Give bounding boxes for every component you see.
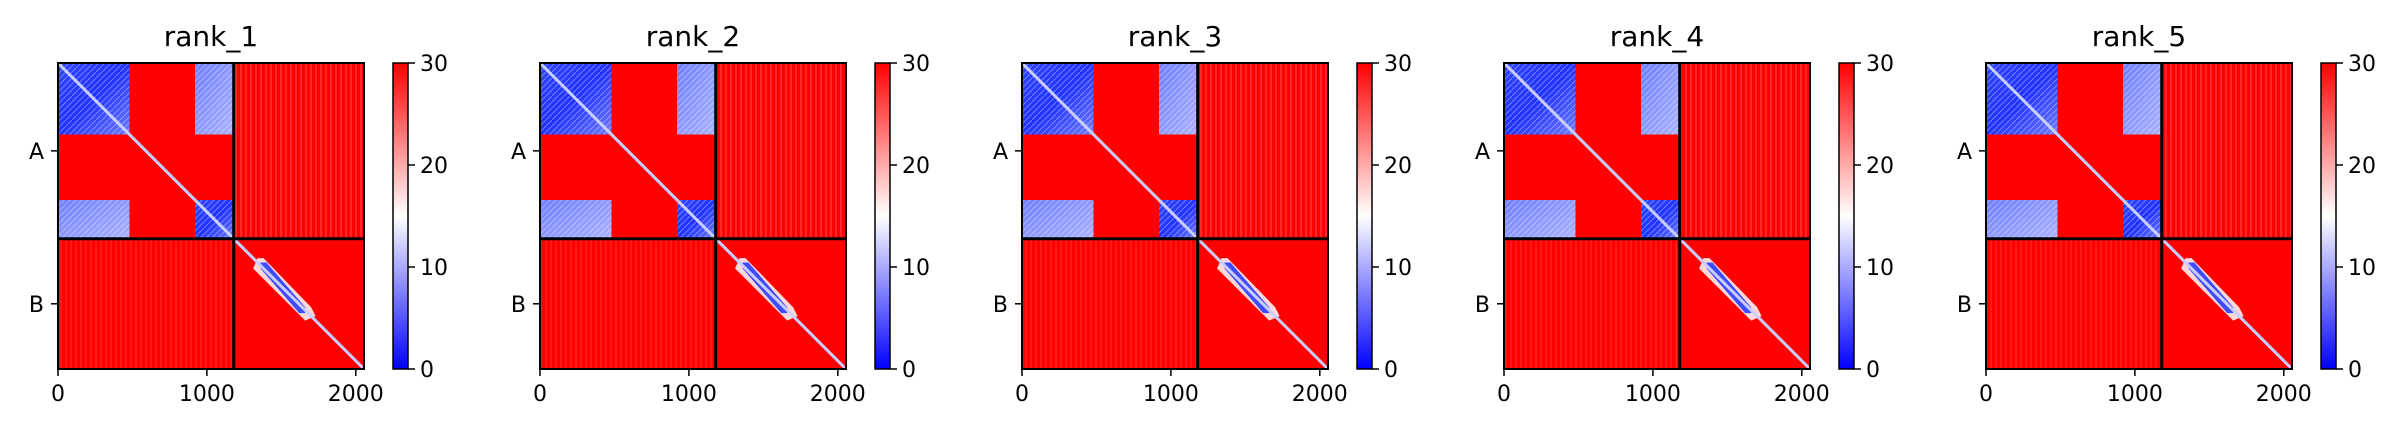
x-tick-label: 2000	[1774, 382, 1830, 407]
x-tick-label: 2000	[1292, 382, 1348, 407]
panel-title: rank_3	[1128, 20, 1222, 53]
colorbar-tick-label: 10	[420, 256, 448, 281]
panel-3: rank_3 0 1000 2000 A B 0 10 20 30	[993, 20, 1412, 407]
x-tick-label: 1000	[661, 382, 717, 407]
y-tick-label-b: B	[1475, 293, 1490, 318]
colorbar-tick-label: 0	[2348, 358, 2362, 383]
colorbar-tick-label: 30	[2348, 52, 2376, 77]
heatmap-ba-texture	[540, 238, 716, 369]
colorbar-tick-label: 10	[902, 256, 930, 281]
x-tick-label: 1000	[1143, 382, 1199, 407]
y-tick-label-b: B	[511, 293, 526, 318]
colorbar-tick-label: 20	[1384, 154, 1412, 179]
colorbar	[1839, 63, 1854, 369]
colorbar-tick-label: 20	[1866, 154, 1894, 179]
panel-4: rank_4 0 1000 2000 A B 0 10 20 30	[1475, 20, 1894, 407]
axes-frame	[1985, 62, 2293, 370]
x-tick-label: 0	[533, 382, 547, 407]
x-tick-label: 2000	[2256, 382, 2312, 407]
panel-title: rank_2	[646, 20, 740, 53]
axes-frame	[1021, 62, 1329, 370]
x-tick-label: 0	[1979, 382, 1993, 407]
x-tick-label: 2000	[328, 382, 384, 407]
heatmap-ba-texture	[1986, 238, 2162, 369]
x-tick-label: 0	[1015, 382, 1029, 407]
colorbar	[875, 63, 890, 369]
colorbar-frame	[1838, 62, 1855, 370]
y-tick-label-a: A	[29, 140, 44, 165]
x-tick-label: 1000	[2107, 382, 2163, 407]
colorbar-tick-label: 0	[1866, 358, 1880, 383]
heatmap-block-a21-texture	[1158, 63, 1198, 135]
colorbar-tick-label: 30	[1384, 52, 1412, 77]
panel-title: rank_5	[2092, 20, 2186, 53]
heatmap-block-a12-texture	[58, 199, 130, 239]
y-tick-label-b: B	[29, 293, 44, 318]
y-tick-label-b: B	[1957, 293, 1972, 318]
heatmap-ab-texture	[1197, 63, 1328, 239]
axes-frame	[539, 62, 847, 370]
colorbar-tick-label: 30	[902, 52, 930, 77]
colorbar-tick-label: 0	[902, 358, 916, 383]
heatmap-block-a21-texture	[676, 63, 716, 135]
heatmap-block-a12-texture	[540, 199, 612, 239]
colorbar-frame	[392, 62, 409, 370]
x-tick-label: 1000	[179, 382, 235, 407]
panel-title: rank_4	[1610, 20, 1704, 53]
x-tick-label: 1000	[1625, 382, 1681, 407]
colorbar-tick-label: 20	[420, 154, 448, 179]
heatmap-block-a21-texture	[2122, 63, 2162, 135]
heatmap-ab-texture	[2161, 63, 2292, 239]
heatmap-diagonal	[1502, 61, 1812, 371]
panel-5: rank_5 0 1000 2000 A B 0 10 20 30	[1957, 20, 2376, 407]
colorbar-tick-label: 10	[1866, 256, 1894, 281]
colorbar-tick-label: 10	[2348, 256, 2376, 281]
heatmap-block-a12-texture	[1986, 199, 2058, 239]
heatmap-diagonal	[1984, 61, 2294, 371]
colorbar-tick-label: 20	[2348, 154, 2376, 179]
y-tick-label-a: A	[1957, 140, 1972, 165]
colorbar-tick-label: 0	[420, 358, 434, 383]
heatmap-ba-texture	[1504, 238, 1680, 369]
heatmap-block-a21-texture	[194, 63, 234, 135]
colorbar-frame	[1356, 62, 1373, 370]
colorbar	[393, 63, 408, 369]
heatmap-ab-texture	[233, 63, 364, 239]
colorbar	[2321, 63, 2336, 369]
colorbar-tick-label: 20	[902, 154, 930, 179]
y-tick-label-b: B	[993, 293, 1008, 318]
colorbar-frame	[874, 62, 891, 370]
colorbar-frame	[2320, 62, 2337, 370]
panel-1: rank_1 0 1000 2000 A B 0 10 20 30	[29, 20, 448, 407]
panel-title: rank_1	[164, 20, 258, 53]
heatmap-diagonal	[1020, 61, 1330, 371]
heatmap-ba-texture	[58, 238, 234, 369]
axes-frame	[1503, 62, 1811, 370]
y-tick-label-a: A	[1475, 140, 1490, 165]
heatmap-diagonal	[538, 61, 848, 371]
panel-2: rank_2 0 1000 2000 A B 0 10 20 30	[511, 20, 930, 407]
colorbar-tick-label: 10	[1384, 256, 1412, 281]
heatmap-ab-texture	[715, 63, 846, 239]
x-tick-label: 0	[1497, 382, 1511, 407]
colorbar-tick-label: 30	[1866, 52, 1894, 77]
x-tick-label: 2000	[810, 382, 866, 407]
y-tick-label-a: A	[511, 140, 526, 165]
y-tick-label-a: A	[993, 140, 1008, 165]
heatmap-block-a12-texture	[1504, 199, 1576, 239]
heatmap-ba-texture	[1022, 238, 1198, 369]
heatmap-ab-texture	[1679, 63, 1810, 239]
x-tick-label: 0	[51, 382, 65, 407]
heatmap-block-a12-texture	[1022, 199, 1094, 239]
axes-frame	[57, 62, 365, 370]
heatmap-diagonal	[56, 61, 366, 371]
colorbar-tick-label: 30	[420, 52, 448, 77]
colorbar	[1357, 63, 1372, 369]
heatmap-block-a21-texture	[1640, 63, 1680, 135]
colorbar-tick-label: 0	[1384, 358, 1398, 383]
